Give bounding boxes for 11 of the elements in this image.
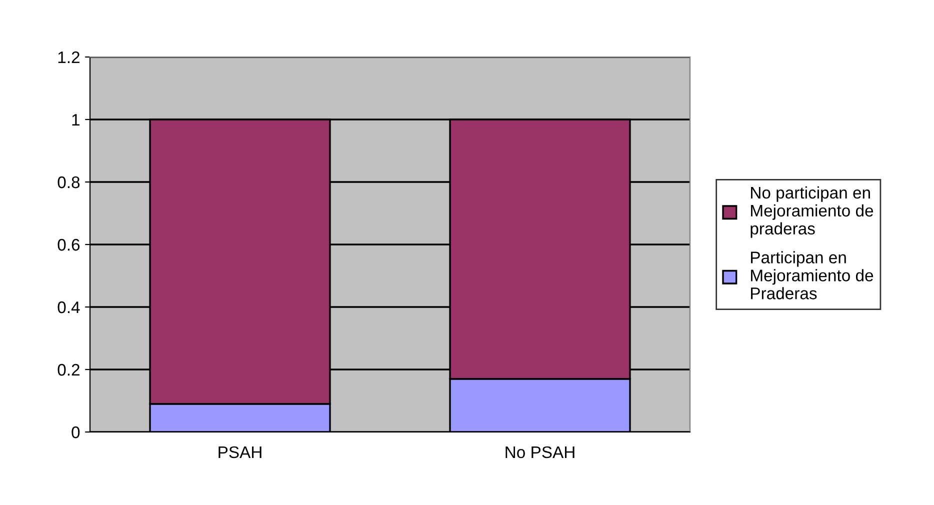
x-tick-label: PSAH bbox=[218, 446, 262, 458]
y-tick-label: 0.8 bbox=[58, 176, 80, 188]
legend-label: Participan en Mejoramiento de Praderas bbox=[751, 251, 874, 300]
legend-label: No participan en Mejoramiento de praderas bbox=[750, 186, 874, 238]
y-tick-label: 1 bbox=[72, 114, 80, 126]
x-tick-label: No PSAH bbox=[506, 446, 574, 458]
y-tick-label: 0.4 bbox=[58, 301, 80, 314]
y-tick-label: 0 bbox=[72, 426, 80, 438]
y-tick-label: 0.6 bbox=[58, 238, 80, 251]
y-tick-label: 0.2 bbox=[58, 364, 80, 376]
y-tick-label: 1.2 bbox=[58, 51, 80, 64]
